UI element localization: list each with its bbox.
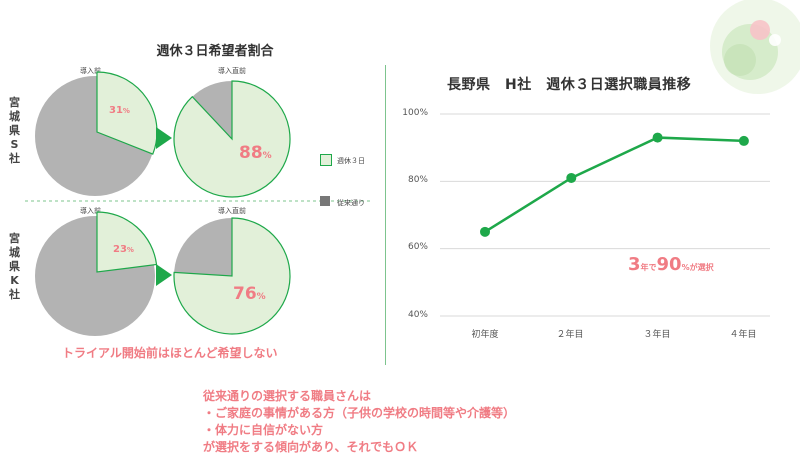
arrow-right-icon [156,264,172,286]
s-before-label: 導入前 [80,67,101,75]
data-point [480,226,490,237]
legend-swatch-4day [320,154,332,166]
bottom-line-4: が選択をする傾向があり、それでもＯＫ [203,440,419,454]
s-before-pct: 31% [109,105,130,116]
data-point [738,135,749,146]
y-tick-60: 60% [407,242,428,252]
arrow-right-icon [156,127,172,149]
series-line [484,136,744,233]
x-tick-0: 初年度 [471,330,499,340]
legend-label-4day: 週休３日 [337,157,365,165]
bottom-line-1: 従来通りの選択する職員さんは [203,389,372,403]
data-point [652,132,663,143]
side-label-s: 宮城県S社 [9,96,20,165]
k-after-label: 導入直前 [218,207,246,215]
pie-k-after [173,217,291,335]
x-tick-2: ３年目 [643,330,671,340]
bottom-line-3: ・体力に自信がない方 [203,423,324,437]
pie-s-before [35,71,158,196]
k-before-label: 導入前 [80,207,101,215]
data-point [566,172,577,183]
x-tick-3: ４年目 [729,330,757,340]
chart-annotation: 3年で90%が選択 [628,254,714,275]
side-label-k: 宮城県K社 [9,232,20,301]
line-chart-title: 長野県 H社 週休３日選択職員推移 [447,77,692,93]
pie-s-after [173,80,291,198]
x-tick-1: ２年目 [556,330,584,340]
k-before-pct: 23% [113,244,134,255]
pie-charts [25,71,372,336]
bottom-note: 従来通りの選択する職員さんは ・ご家庭の事情がある方（子供の学校の時間等や介護等… [203,388,515,456]
y-tick-80: 80% [407,175,428,185]
trial-note: トライアル開始前はほとんど希望しない [62,346,278,360]
s-after-pct: 88% [239,143,272,163]
y-tick-40: 40% [407,310,428,320]
decorative-logo [710,0,800,94]
s-after-label: 導入直前 [218,67,246,75]
k-after-pct: 76% [233,284,266,304]
legend-label-conventional: 従来通り [337,199,365,207]
y-tick-100: 100% [402,108,428,118]
pie-k-before [35,211,158,336]
legend-swatch-conventional [320,196,330,206]
bottom-line-2: ・ご家庭の事情がある方（子供の学校の時間等や介護等） [203,406,516,420]
pie-section-title: 週休３日希望者割合 [156,44,274,59]
panel-divider [385,65,386,365]
